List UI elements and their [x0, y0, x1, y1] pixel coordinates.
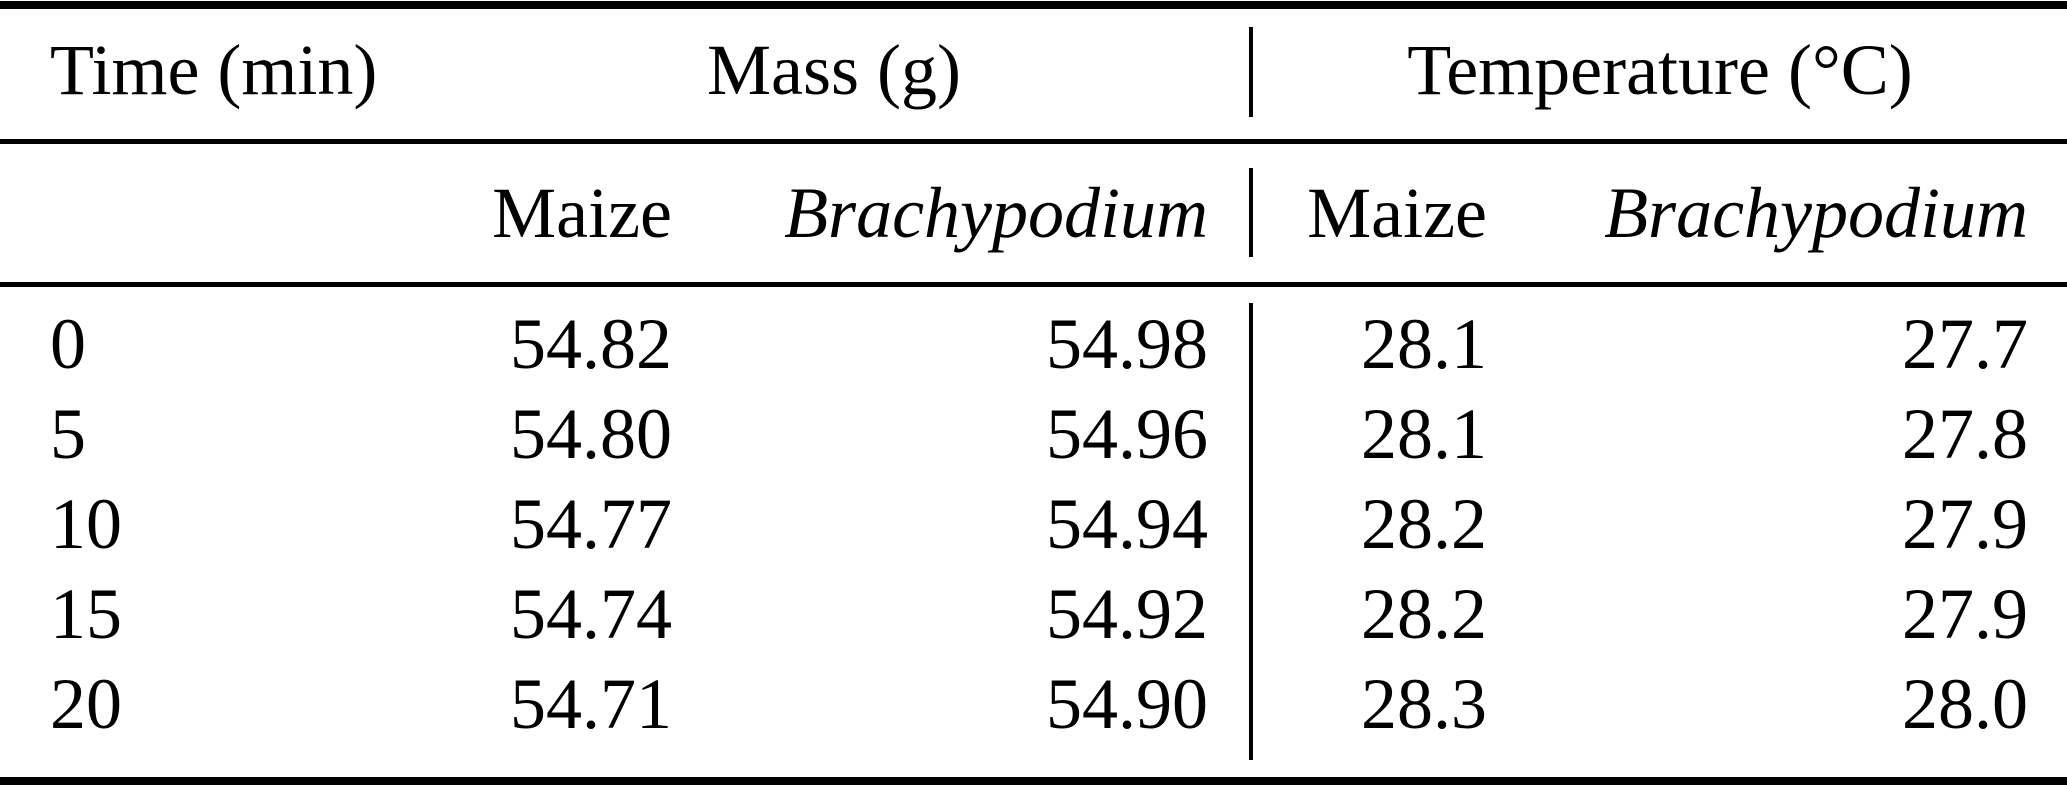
cell-mass-brachypodium: 54.92 [1046, 574, 1208, 654]
cell-mass-brachypodium: 54.90 [1046, 664, 1208, 744]
cell-mass-maize: 54.71 [510, 664, 672, 744]
cell-temp-maize: 28.1 [1361, 304, 1487, 384]
cell-temp-brachypodium: 27.7 [1902, 304, 2028, 384]
subheader-temp-brachypodium: Brachypodium [1604, 173, 2028, 253]
top-rule [0, 1, 2067, 9]
cell-temp-maize: 28.1 [1361, 394, 1487, 474]
subheader-rule [0, 282, 2067, 287]
header-mass-group: Mass (g) [707, 29, 961, 110]
cell-temp-brachypodium: 28.0 [1902, 664, 2028, 744]
cell-time: 20 [50, 664, 122, 744]
subheader-temp-maize: Maize [1307, 173, 1487, 253]
cell-temp-maize: 28.2 [1361, 574, 1487, 654]
cell-mass-maize: 54.77 [510, 484, 672, 564]
cell-temp-brachypodium: 27.8 [1902, 394, 2028, 474]
cell-mass-brachypodium: 54.94 [1046, 484, 1208, 564]
cell-mass-maize: 54.82 [510, 304, 672, 384]
cell-mass-brachypodium: 54.96 [1046, 394, 1208, 474]
cell-temp-maize: 28.2 [1361, 484, 1487, 564]
column-divider-header-segment [1249, 27, 1253, 117]
cell-mass-brachypodium: 54.98 [1046, 304, 1208, 384]
cell-temp-brachypodium: 27.9 [1902, 574, 2028, 654]
cell-time: 10 [50, 484, 122, 564]
subheader-mass-brachypodium: Brachypodium [784, 173, 1208, 253]
cell-time: 15 [50, 574, 122, 654]
subheader-mass-maize: Maize [492, 173, 672, 253]
header-time: Time (min) [50, 29, 378, 110]
column-divider-subheader-segment [1249, 168, 1253, 257]
column-divider-body-segment [1249, 303, 1253, 760]
cell-time: 5 [50, 394, 86, 474]
cell-mass-maize: 54.74 [510, 574, 672, 654]
cell-mass-maize: 54.80 [510, 394, 672, 474]
bottom-rule [0, 777, 2067, 785]
cell-time: 0 [50, 304, 86, 384]
cell-temp-brachypodium: 27.9 [1902, 484, 2028, 564]
header-temperature-group: Temperature (°C) [1407, 29, 1913, 110]
header-rule [0, 139, 2067, 144]
cell-temp-maize: 28.3 [1361, 664, 1487, 744]
